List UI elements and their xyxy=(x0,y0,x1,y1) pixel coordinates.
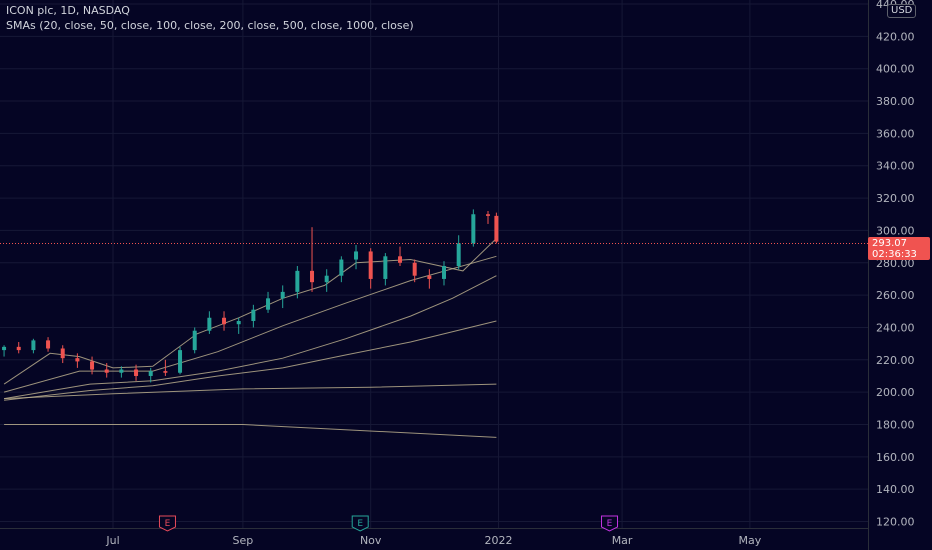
price-tick-label: 360.00 xyxy=(876,127,915,140)
time-tick-label: Nov xyxy=(360,534,382,547)
time-tick-label: Mar xyxy=(612,534,633,547)
sma-100-line xyxy=(4,275,497,400)
candle-body xyxy=(456,243,461,266)
price-tick-label: 240.00 xyxy=(876,321,915,334)
candle-body xyxy=(90,361,95,370)
chart-legend: ICON plc, 1D, NASDAQ SMAs (20, close, 50… xyxy=(6,3,414,33)
candle-body xyxy=(2,346,7,351)
earnings-label: E xyxy=(165,519,171,529)
time-tick-label: Sep xyxy=(233,534,254,547)
candle-body xyxy=(486,214,491,216)
candle-body xyxy=(471,214,476,244)
candle-body xyxy=(207,317,212,331)
candle-body xyxy=(104,369,109,373)
last-price-value: 293.07 xyxy=(872,238,907,249)
currency-badge[interactable]: USD xyxy=(887,4,917,18)
candle-body xyxy=(494,215,499,242)
earnings-label: E xyxy=(357,519,363,529)
earnings-marker: E xyxy=(158,515,176,532)
price-tick-label: 180.00 xyxy=(876,418,915,431)
chart-grid xyxy=(0,0,868,528)
candle-body xyxy=(324,275,329,283)
candle-body xyxy=(163,371,168,373)
earnings-flag-icon xyxy=(158,515,176,532)
price-axis[interactable]: 120.00 140.00 160.00 180.00 200.00 220.00 240.… xyxy=(876,0,915,529)
sma-500-line xyxy=(4,383,497,400)
candle-body xyxy=(60,348,65,359)
candle-body xyxy=(310,270,315,283)
earnings-flag-icon xyxy=(601,515,619,532)
candle-body xyxy=(368,251,373,279)
price-tick-label: 340.00 xyxy=(876,160,915,173)
candle-body xyxy=(192,330,197,351)
candle-body xyxy=(280,291,285,299)
candle-body xyxy=(178,350,183,373)
candle-body xyxy=(134,369,139,376)
price-tick-label: 160.00 xyxy=(876,451,915,464)
candle-body xyxy=(222,317,227,325)
candle-body xyxy=(46,340,51,349)
candle-body xyxy=(383,256,388,279)
price-tick-label: 420.00 xyxy=(876,30,915,43)
candle-body xyxy=(148,371,153,376)
candle-body xyxy=(266,298,271,310)
earnings-marker: E xyxy=(351,515,369,532)
candle-body xyxy=(354,251,359,260)
candle-body xyxy=(16,346,21,351)
price-tick-label: 200.00 xyxy=(876,386,915,399)
last-price-tag: 293.07 02:36:33 xyxy=(868,237,930,260)
bar-countdown: 02:36:33 xyxy=(872,249,917,260)
candle-body xyxy=(75,358,80,362)
candle-body xyxy=(427,275,432,279)
price-tick-label: 320.00 xyxy=(876,192,915,205)
earnings-flag-icon xyxy=(351,515,369,532)
candles xyxy=(2,209,499,383)
price-tick-label: 380.00 xyxy=(876,95,915,108)
earnings-marker: E xyxy=(601,515,619,532)
sma-1000-line xyxy=(4,424,497,438)
sma-200-line xyxy=(4,320,497,401)
price-tick-label: 260.00 xyxy=(876,289,915,302)
price-tick-label: 400.00 xyxy=(876,63,915,76)
time-axis[interactable]: Jul Sep Nov 2022 Mar May xyxy=(105,534,761,547)
time-tick-label: 2022 xyxy=(484,534,512,547)
earnings-label: E xyxy=(607,519,613,529)
price-tick-label: 220.00 xyxy=(876,354,915,367)
candle-body xyxy=(398,256,403,263)
candle-body xyxy=(339,259,344,276)
candle-body xyxy=(236,320,241,325)
sma-lines xyxy=(3,238,497,438)
symbol-title[interactable]: ICON plc, 1D, NASDAQ xyxy=(6,4,130,17)
price-tick-label: 140.00 xyxy=(876,483,915,496)
candle-body xyxy=(31,340,36,351)
time-tick-label: Jul xyxy=(105,534,119,547)
candle-body xyxy=(412,262,417,276)
price-tick-label: 300.00 xyxy=(876,224,915,237)
price-tick-label: 120.00 xyxy=(876,516,915,529)
time-tick-label: May xyxy=(739,534,762,547)
candle-body xyxy=(295,270,300,292)
candle-body xyxy=(119,369,124,373)
candle-body xyxy=(251,309,256,321)
price-tick-label: 280.00 xyxy=(876,257,915,270)
candle-body xyxy=(442,266,447,279)
indicator-title[interactable]: SMAs (20, close, 50, close, 100, close, … xyxy=(6,19,414,32)
